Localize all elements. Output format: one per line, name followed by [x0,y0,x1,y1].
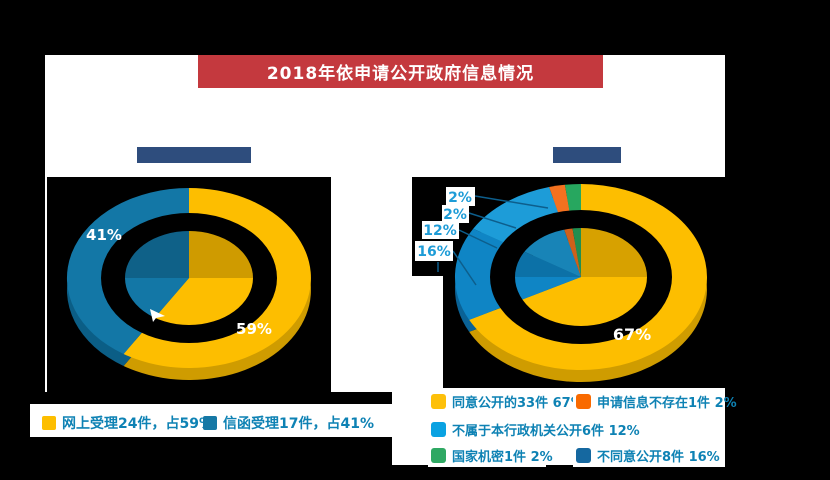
legend-swatch-yellow [431,394,446,409]
left-donut-chart: 41% 59% [47,177,331,392]
legend-swatch-blue [203,416,217,430]
legend-label: 网上受理24件，占59% [62,416,213,432]
legend-item-disagree: 不同意公开8件 16% [573,444,725,467]
callout-blue-pct: 16% [417,244,451,260]
legend-item-agree: 同意公开的33件 67% [428,390,584,413]
callout-lightblue-pct: 12% [423,223,457,239]
legend-label: 不同意公开8件 16% [597,450,720,465]
left-chart-title-bar [137,147,251,163]
legend-label: 国家机密1件 2% [452,450,553,465]
right-slice-secret-2 [564,184,581,277]
right-slice-notexist-2 [549,184,581,277]
page-title-banner: 2018年依申请公开政府信息情况 [198,55,603,88]
right-inner-shade [515,228,647,277]
legend-label: 申请信息不存在1件 2% [597,396,737,411]
legend-swatch-green [431,448,446,463]
cursor-arrow-icon [150,309,165,322]
left-pct-blue-label: 41% [86,226,122,244]
callout-box-orange [442,205,469,223]
page-title: 2018年依申请公开政府信息情况 [266,64,535,84]
legend-label: 信函受理17件，占41% [223,416,374,432]
right-donut-callouts: 2% 2% 12% 16% [415,187,475,261]
left-legend-bottom-strip [30,437,392,465]
left-chart-bottom-strip [30,392,392,404]
callout-orange-pct: 2% [443,207,467,223]
legend-item-letter: 信函受理17件，占41% [203,413,374,433]
legend-swatch-yellow [42,416,56,430]
legend-swatch-orange [576,394,591,409]
right-slice-disagree-16 [454,228,581,320]
legend-label: 同意公开的33件 67% [452,396,584,411]
callout-box-lightblue [422,221,459,239]
legend-item-secret: 国家机密1件 2% [428,444,553,467]
legend-swatch-darkblue [576,448,591,463]
left-legend: 网上受理24件，占59% 信函受理17件，占41% [30,404,392,437]
legend-swatch-lightblue [431,422,446,437]
right-pct-yellow-label: 67% [613,325,651,344]
callout-green-pct: 2% [448,190,472,206]
legend-item-notbelong: 不属于本行政机关公开6件 12% [428,418,640,441]
legend-item-notexist: 申请信息不存在1件 2% [573,390,737,413]
callout-box-blue [415,241,453,261]
callout-leader-lines [437,195,549,286]
right-donut-chart: 2% 2% 12% 16% 67% [412,177,830,388]
legend-label: 不属于本行政机关公开6件 12% [452,424,640,439]
left-pct-yellow-label: 59% [236,320,272,338]
callout-box-green [446,187,475,206]
left-inner-shade [125,231,253,278]
right-chart-title-bar [553,147,621,163]
legend-item-online: 网上受理24件，占59% [42,413,213,433]
right-chart-white-gap [412,276,443,388]
